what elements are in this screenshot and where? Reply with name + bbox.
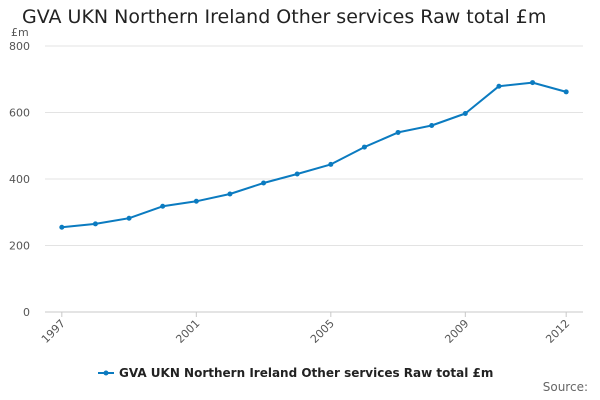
x-tick-label: 2009	[442, 317, 471, 346]
data-point[interactable]	[530, 80, 536, 86]
y-tick-label: 400	[9, 173, 30, 186]
data-point[interactable]	[429, 122, 435, 128]
y-tick-label: 800	[9, 40, 30, 53]
chart-title: GVA UKN Northern Ireland Other services …	[22, 6, 547, 28]
data-point[interactable]	[361, 144, 367, 150]
series-group	[59, 80, 569, 230]
y-tick-label: 0	[23, 306, 30, 319]
legend-label: GVA UKN Northern Ireland Other services …	[119, 366, 493, 380]
data-point[interactable]	[462, 110, 468, 116]
source-label[interactable]: Source:	[542, 380, 588, 394]
data-point[interactable]	[160, 203, 166, 209]
y-axis-ticks: 0 200 400 600 800	[9, 40, 30, 319]
data-point[interactable]	[261, 180, 267, 186]
y-tick-label: 600	[9, 107, 30, 120]
data-point[interactable]	[496, 83, 502, 89]
legend[interactable]: GVA UKN Northern Ireland Other services …	[98, 366, 493, 380]
data-point[interactable]	[227, 191, 233, 197]
y-axis-unit: £m	[11, 26, 29, 39]
x-tick-label: 1997	[39, 317, 68, 346]
data-point[interactable]	[328, 161, 334, 167]
data-point[interactable]	[59, 224, 65, 230]
data-point[interactable]	[92, 221, 98, 227]
data-point[interactable]	[294, 171, 300, 177]
x-tick-label: 2012	[543, 317, 572, 346]
data-point[interactable]	[193, 198, 199, 204]
series-line	[61, 81, 567, 229]
data-point[interactable]	[126, 215, 132, 221]
x-axis-ticks: 1997 2001 2005 2009 2012	[39, 312, 572, 346]
grid-lines	[45, 45, 583, 313]
legend-point-marker	[103, 370, 109, 376]
x-tick-label: 2001	[173, 317, 202, 346]
data-point[interactable]	[563, 89, 569, 95]
y-tick-label: 200	[9, 240, 30, 253]
data-point[interactable]	[395, 129, 401, 135]
x-tick-label: 2005	[308, 317, 337, 346]
